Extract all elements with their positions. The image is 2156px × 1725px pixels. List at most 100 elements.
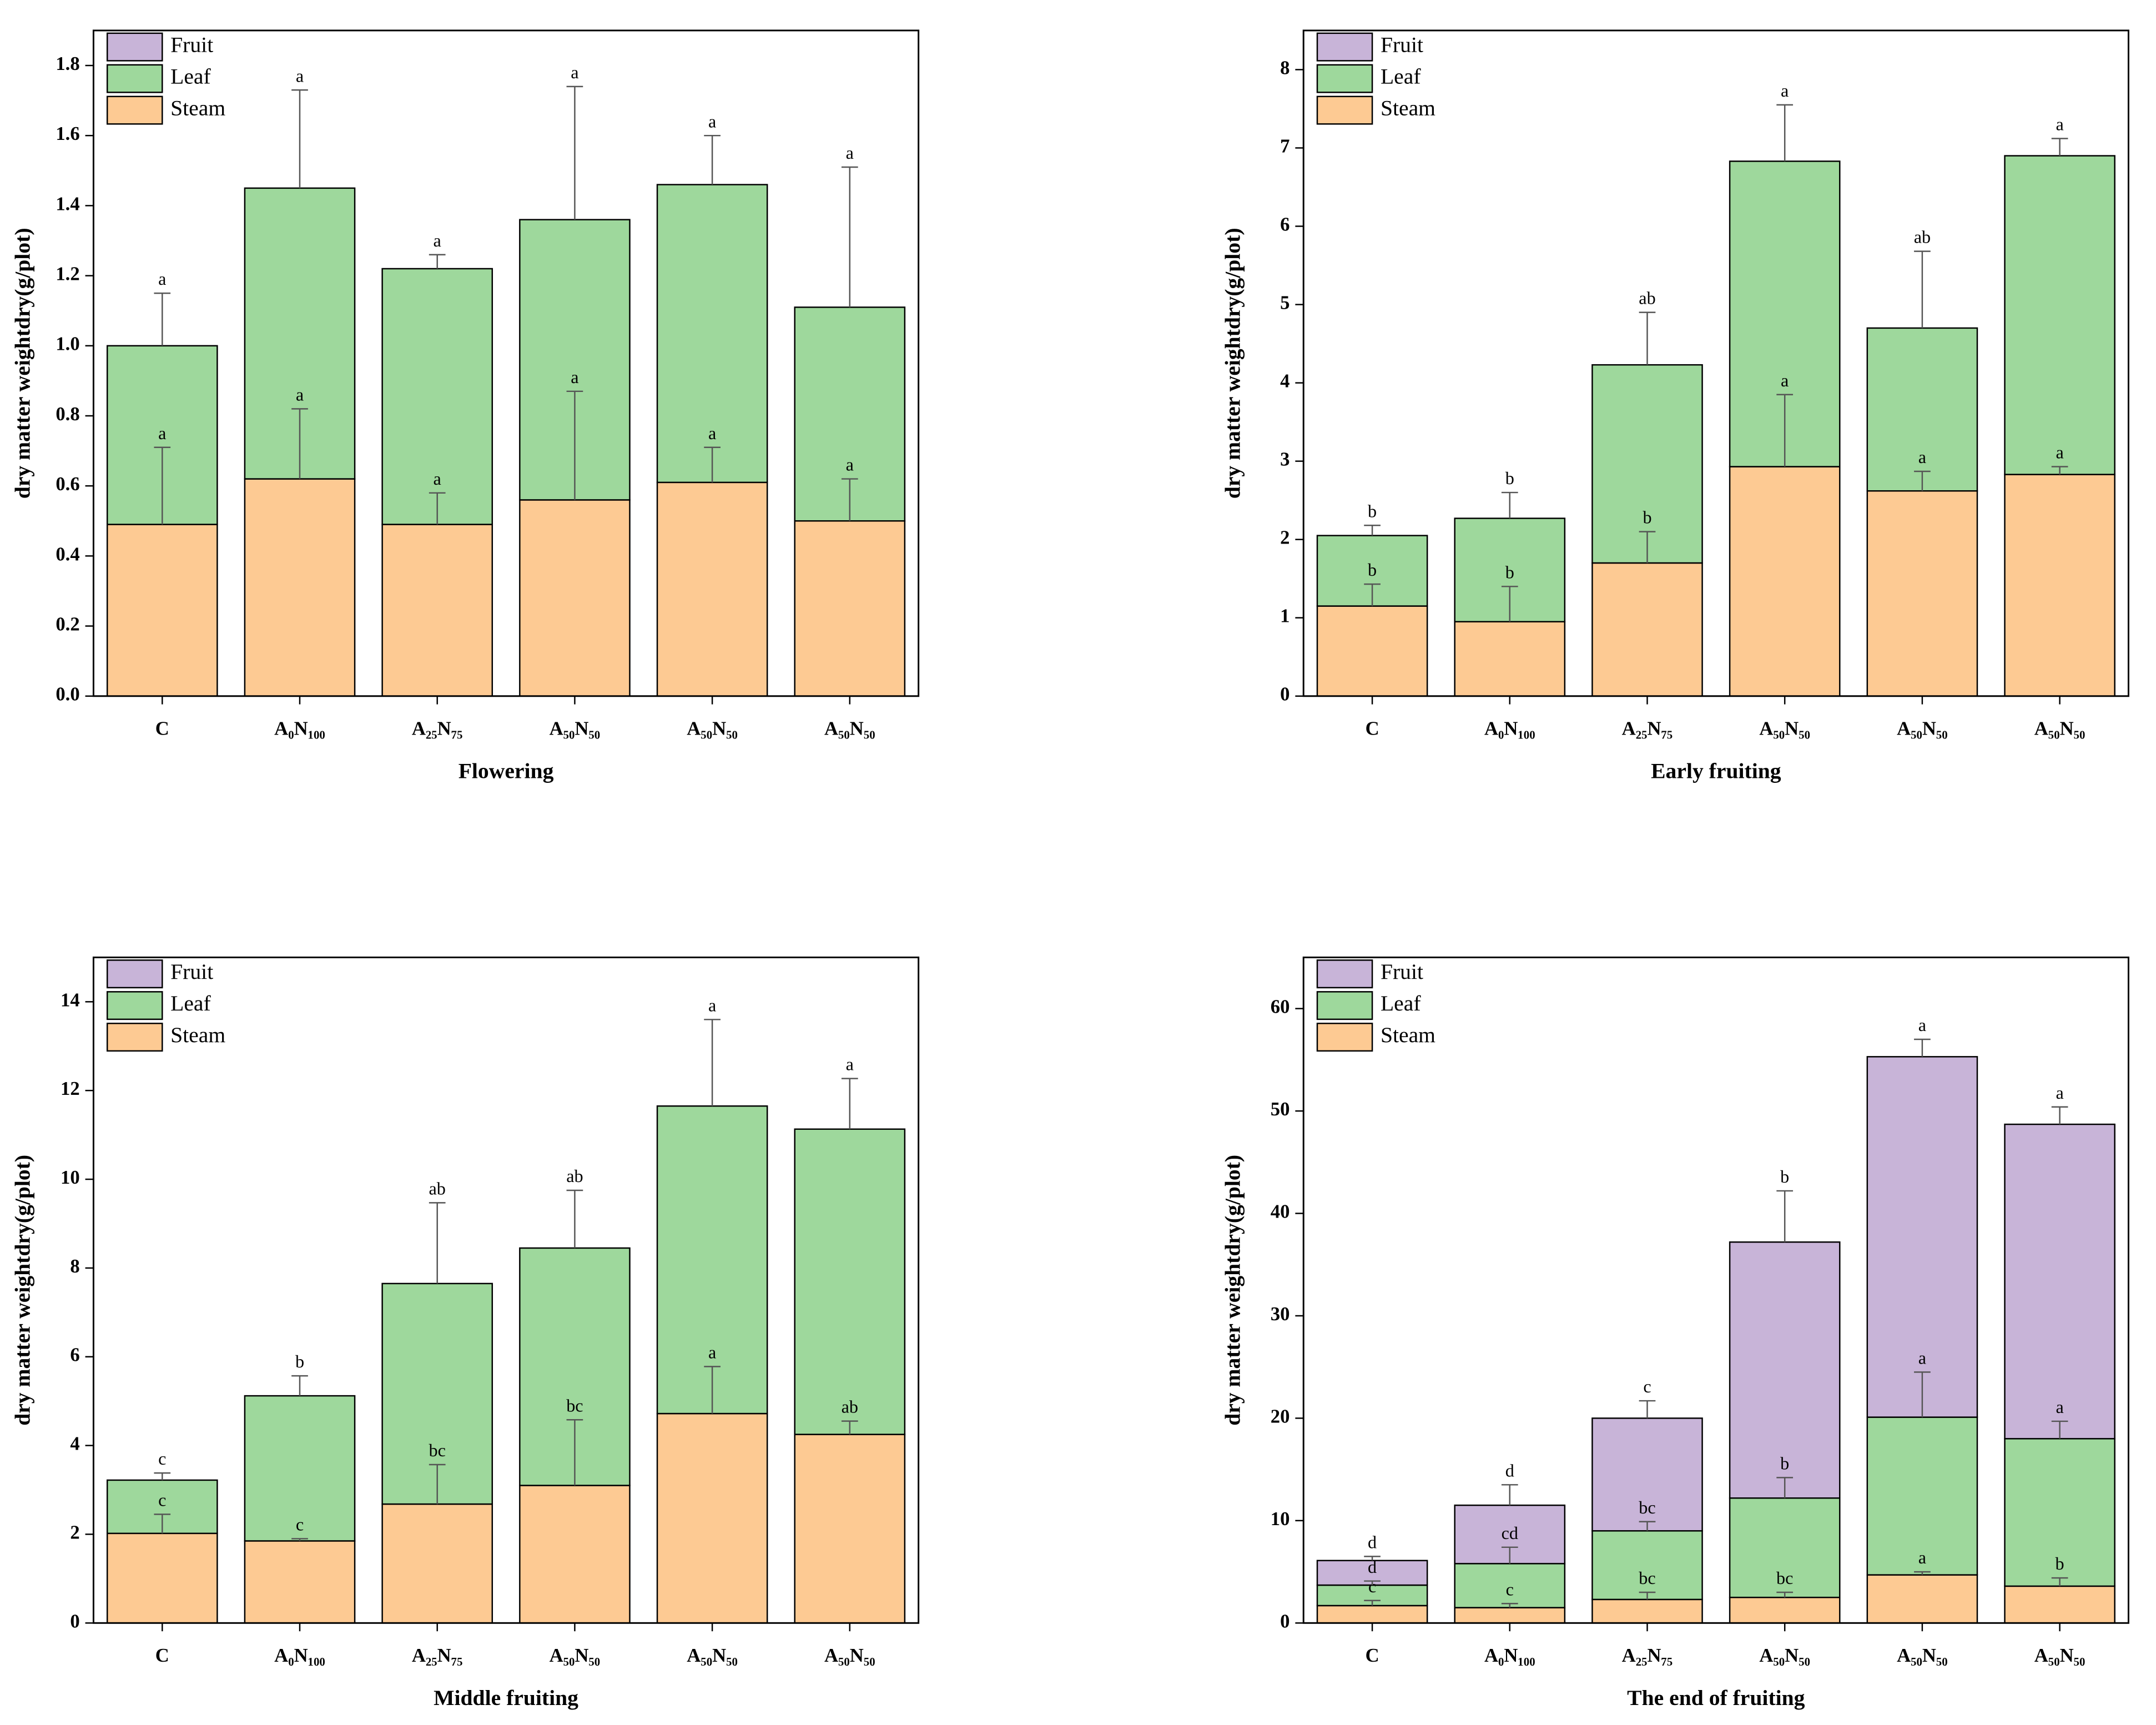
x-tick-label: A₅₀N₅₀ (1759, 718, 1810, 740)
error-bar (1364, 1556, 1381, 1561)
error-bar (1776, 394, 1794, 467)
error-bar (429, 1464, 446, 1505)
significance-label: a (434, 469, 441, 489)
error-bar (154, 1513, 171, 1533)
bar-segment (519, 499, 631, 697)
x-axis-title: Flowering (459, 759, 554, 783)
y-tick-label: 30 (1271, 1304, 1290, 1325)
error-bar (154, 1472, 171, 1480)
error-bar (1914, 470, 1931, 491)
significance-label: ab (842, 1397, 858, 1417)
bar-segment (794, 520, 906, 697)
x-tick-label: C (1366, 1645, 1379, 1666)
bar-segment (244, 1395, 356, 1542)
y-tick-label: 3 (1280, 449, 1289, 470)
significance-label: a (1918, 1547, 1926, 1567)
significance-label: a (158, 269, 166, 289)
bar-segment (1454, 1607, 1566, 1624)
error-bar (1914, 1038, 1931, 1057)
error-bar (1639, 1400, 1656, 1419)
significance-label: bc (1639, 1497, 1655, 1517)
x-tick-label: C (1366, 718, 1379, 740)
significance-label: a (708, 1342, 716, 1362)
error-bar (1776, 1190, 1794, 1243)
x-tick-label: A₅₀N₅₀ (687, 1645, 738, 1666)
significance-label: bc (1776, 1568, 1793, 1588)
bar-segment (1316, 1605, 1428, 1624)
legend-label: Fruit (1381, 959, 1423, 984)
significance-label: bc (566, 1395, 583, 1415)
y-tick-label: 4 (1280, 371, 1289, 392)
x-tick-label: A₅₀N₅₀ (550, 718, 601, 740)
significance-label: a (434, 230, 441, 250)
significance-label: a (1781, 370, 1789, 390)
bar-segment (244, 478, 356, 697)
bar-segment (1591, 1598, 1703, 1624)
significance-label: c (1368, 1576, 1376, 1596)
significance-label: ab (1639, 288, 1655, 308)
legend-label: Fruit (170, 959, 213, 984)
x-tick-label: A₀N₁₀₀ (274, 718, 325, 740)
y-tick-label: 0.4 (56, 544, 79, 565)
significance-label: a (2056, 1083, 2063, 1103)
legend-swatch (1316, 64, 1373, 93)
bar-segment (1866, 490, 1978, 697)
error-bar (291, 1538, 308, 1541)
legend-label: Leaf (1381, 991, 1421, 1015)
error-bar (1501, 1546, 1518, 1564)
error-bar (2051, 138, 2068, 156)
error-bar (1639, 1591, 1656, 1600)
error-bar (1776, 1591, 1794, 1598)
y-axis-title: dry matter weightdry(g/plot) (1220, 228, 1245, 499)
y-tick-label: 6 (70, 1345, 79, 1366)
legend-label: Leaf (170, 991, 211, 1015)
error-bar (566, 1189, 583, 1248)
bar-segment (656, 1105, 768, 1415)
x-tick-label: C (155, 1645, 169, 1666)
x-tick-label: A₀N₁₀₀ (1484, 1645, 1535, 1666)
error-bar (704, 134, 721, 185)
y-tick-label: 2 (1280, 527, 1289, 549)
error-bar (704, 1366, 721, 1414)
y-axis-title: dry matter weightdry(g/plot) (11, 228, 35, 499)
error-bar (1501, 491, 1518, 519)
error-bar (154, 446, 171, 525)
significance-label: a (1918, 447, 1926, 467)
significance-label: a (708, 995, 716, 1015)
y-tick-label: 1 (1280, 606, 1289, 627)
error-bar (1501, 1484, 1518, 1506)
significance-label: d (1368, 1532, 1377, 1552)
legend-label: Steam (170, 96, 225, 120)
significance-label: b (2056, 1553, 2064, 1573)
y-tick-label: 10 (1271, 1508, 1290, 1530)
y-tick-label: 12 (61, 1078, 80, 1099)
error-bar (429, 492, 446, 525)
x-axis-title: Early fruiting (1651, 759, 1781, 783)
legend-swatch (106, 32, 163, 62)
legend-swatch (1316, 32, 1373, 62)
bar-segment (1729, 1241, 1841, 1499)
significance-label: a (158, 423, 166, 443)
bar-segment (381, 1503, 493, 1624)
significance-label: a (2056, 1397, 2063, 1417)
legend-swatch (106, 959, 163, 989)
error-bar (1639, 1521, 1656, 1531)
y-tick-label: 10 (61, 1167, 80, 1188)
legend-label: Steam (170, 1023, 225, 1047)
bar-segment (1729, 1596, 1841, 1624)
bar-segment (1454, 621, 1566, 697)
y-tick-label: 6 (1280, 214, 1289, 235)
error-bar (704, 446, 721, 482)
y-axis-title: dry matter weightdry(g/plot) (1220, 1155, 1245, 1426)
y-tick-label: 0.8 (56, 404, 79, 425)
x-axis-title: Middle fruiting (434, 1686, 578, 1710)
bar-segment (1454, 1563, 1566, 1608)
x-tick-label: A₅₀N₅₀ (2034, 1645, 2086, 1666)
bar-segment (656, 1412, 768, 1624)
significance-label: b (1780, 1453, 1789, 1473)
y-tick-label: 5 (1280, 293, 1289, 314)
significance-label: a (708, 423, 716, 443)
y-tick-label: 8 (1280, 57, 1289, 78)
y-axis-title: dry matter weightdry(g/plot) (11, 1155, 35, 1426)
